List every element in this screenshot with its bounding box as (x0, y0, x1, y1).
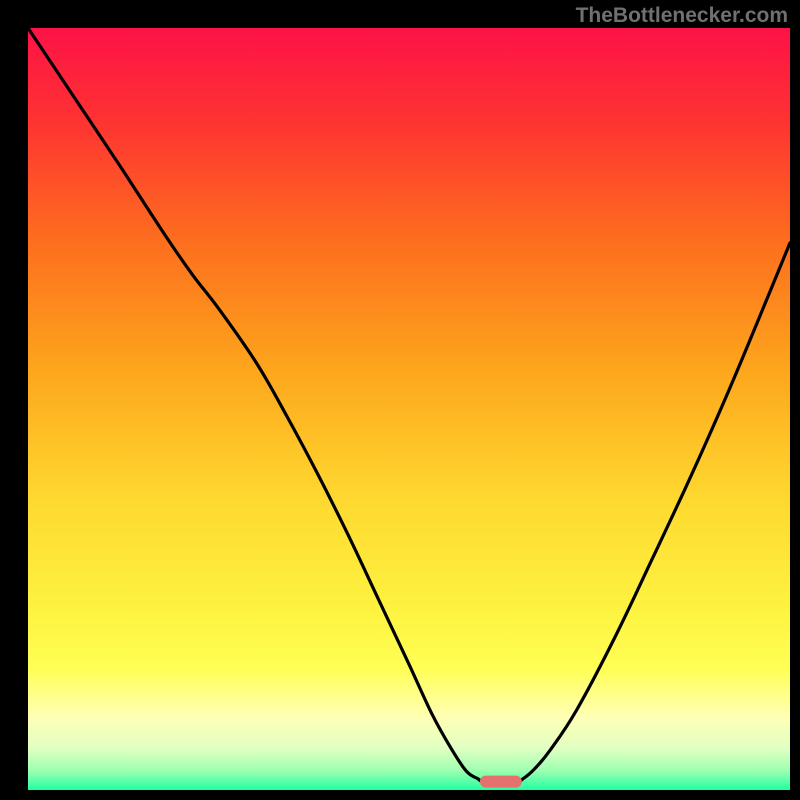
chart-svg (28, 28, 790, 790)
attribution-label: TheBottlenecker.com (576, 4, 788, 28)
plot-area (28, 28, 790, 790)
gradient-background (28, 28, 790, 790)
chart-container: TheBottlenecker.com (0, 0, 800, 800)
min-marker (480, 776, 522, 788)
